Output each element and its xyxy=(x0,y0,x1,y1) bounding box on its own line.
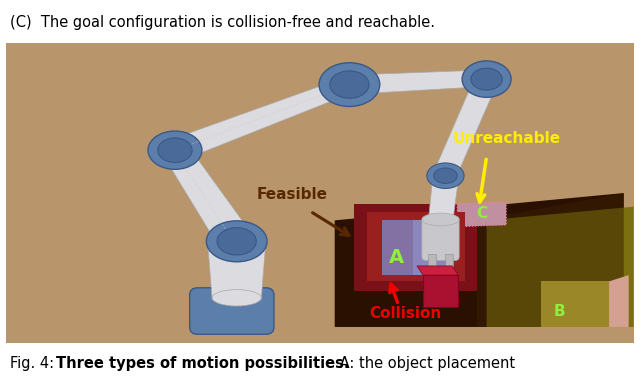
Ellipse shape xyxy=(434,168,457,184)
Bar xyxy=(355,204,477,291)
Bar xyxy=(423,275,458,307)
Ellipse shape xyxy=(427,163,464,189)
Polygon shape xyxy=(338,70,486,94)
Text: Collision: Collision xyxy=(369,306,441,321)
Bar xyxy=(428,254,436,280)
Polygon shape xyxy=(541,281,619,327)
Text: A: the object placement: A: the object placement xyxy=(335,356,515,371)
Ellipse shape xyxy=(330,71,369,98)
Polygon shape xyxy=(434,77,499,175)
Polygon shape xyxy=(158,147,261,247)
Ellipse shape xyxy=(471,68,502,90)
Ellipse shape xyxy=(319,63,380,106)
Ellipse shape xyxy=(148,131,202,169)
Text: Feasible: Feasible xyxy=(256,187,327,203)
Polygon shape xyxy=(609,275,628,327)
FancyBboxPatch shape xyxy=(422,217,459,260)
Polygon shape xyxy=(486,207,634,327)
Text: C: C xyxy=(476,206,487,221)
Bar xyxy=(445,254,453,280)
Polygon shape xyxy=(428,174,459,227)
Polygon shape xyxy=(335,193,624,327)
Text: (C)  The goal configuration is collision-free and reachable.: (C) The goal configuration is collision-… xyxy=(10,15,435,30)
Ellipse shape xyxy=(212,289,261,306)
Polygon shape xyxy=(417,266,458,275)
Text: Unreachable: Unreachable xyxy=(452,131,561,146)
Polygon shape xyxy=(207,239,266,300)
Ellipse shape xyxy=(206,221,267,262)
Bar xyxy=(381,220,445,275)
Text: A: A xyxy=(388,248,404,267)
Polygon shape xyxy=(457,202,506,227)
Polygon shape xyxy=(152,79,359,154)
Ellipse shape xyxy=(158,138,192,163)
Bar xyxy=(413,220,445,275)
FancyBboxPatch shape xyxy=(189,288,274,334)
Text: Three types of motion possibilities.: Three types of motion possibilities. xyxy=(56,356,349,371)
Bar xyxy=(367,212,465,281)
Polygon shape xyxy=(477,193,624,327)
Ellipse shape xyxy=(422,213,459,226)
Text: B: B xyxy=(553,304,565,319)
Ellipse shape xyxy=(462,61,511,97)
Text: Fig. 4:: Fig. 4: xyxy=(10,356,59,371)
Ellipse shape xyxy=(217,228,256,255)
